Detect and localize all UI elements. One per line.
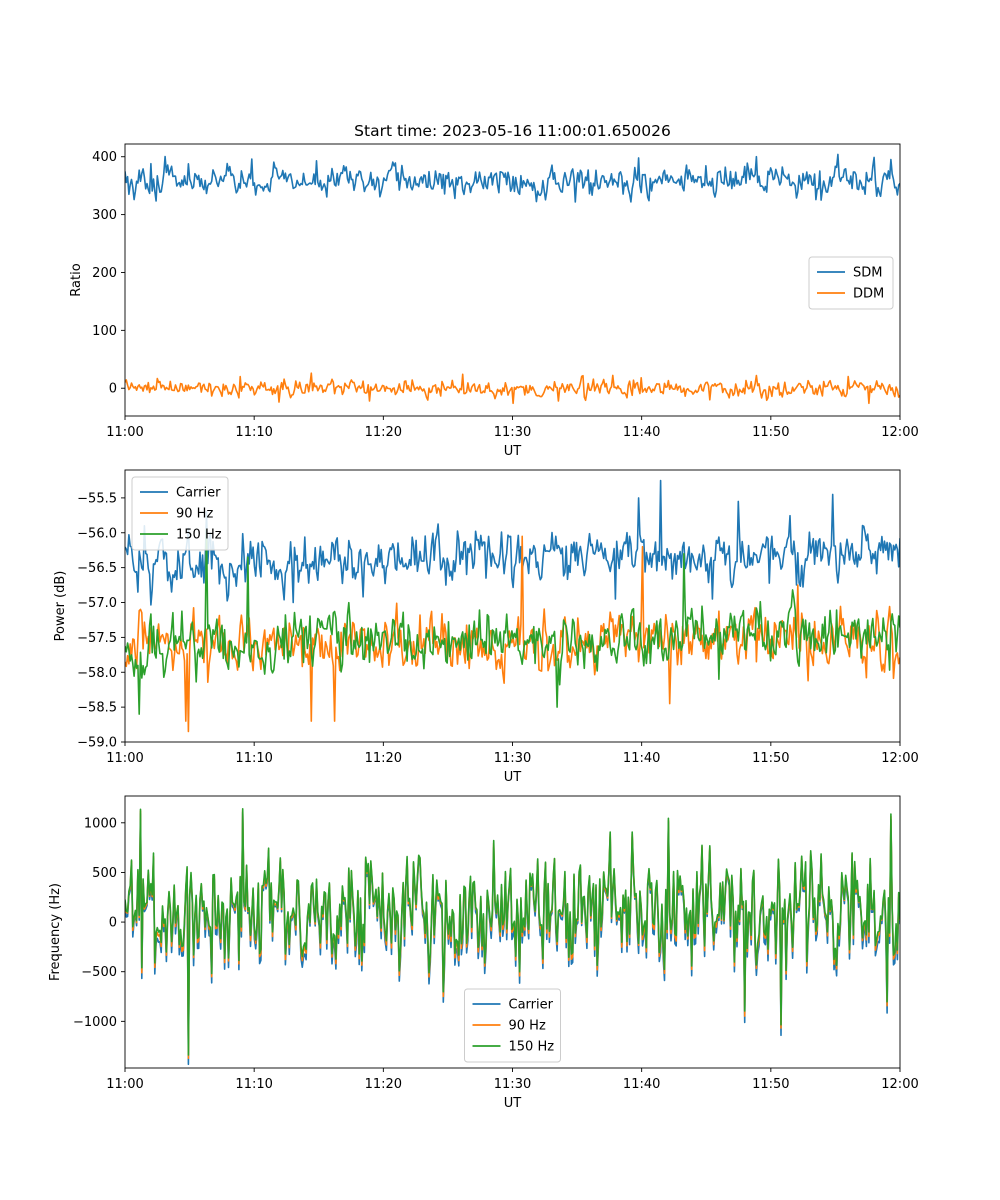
legend-entry: Carrier [509,998,554,1013]
y-tick-label: 0 [109,382,117,397]
x-tick-label: 11:50 [752,751,789,766]
x-tick-label: 11:10 [235,1077,272,1092]
plot-lines [125,479,900,733]
x-tick-label: 11:00 [106,751,143,766]
y-tick-label: −57.0 [77,596,117,611]
x-axis-label: UT [504,444,522,459]
y-tick-label: −56.0 [77,526,117,541]
x-tick-label: 11:40 [623,751,660,766]
y-tick-label: −55.5 [77,491,117,506]
y-tick-label: 500 [92,866,117,881]
x-axis-label: UT [504,1096,522,1111]
legend-entry: 150 Hz [509,1040,555,1055]
y-tick-label: −500 [81,965,117,980]
axes-frame [124,469,901,743]
legend-entry: Carrier [176,486,221,501]
x-tick-label: 11:10 [235,751,272,766]
legend-entry: 150 Hz [176,528,222,543]
x-tick-label: 11:40 [623,425,660,440]
x-tick-label: 11:30 [494,425,531,440]
series-line-ddm [125,372,900,405]
legend-box [131,476,229,551]
legend-entry: DDM [853,287,884,302]
y-tick-label: −58.0 [77,666,117,681]
x-tick-label: 11:20 [365,425,402,440]
legend-box [464,988,561,1063]
legend-box [808,256,894,310]
x-tick-label: 11:30 [494,1077,531,1092]
legend-entry: SDM [853,266,882,281]
series-line-carrier [125,479,900,606]
y-tick-label: 300 [92,208,117,223]
x-tick-label: 11:00 [106,425,143,440]
x-tick-label: 11:50 [752,1077,789,1092]
legend-entry: 90 Hz [509,1019,546,1034]
x-tick-label: 11:20 [365,1077,402,1092]
x-tick-label: 11:10 [235,425,272,440]
y-tick-label: −1000 [73,1015,117,1030]
y-tick-label: 100 [92,324,117,339]
legend-entry: 90 Hz [176,507,213,522]
subplot-2: 11:00 11:10 11:20 11:30 11:40 11:50 12:00 −59.0… [53,469,919,785]
y-tick-label: −59.0 [77,736,117,751]
series-line-sdm [125,153,900,203]
y-axis-label: Ratio [69,263,84,296]
x-axis-label: UT [504,770,522,785]
x-tick-label: 11:50 [752,425,789,440]
y-tick-label: −56.5 [77,561,117,576]
x-tick-label: 11:20 [365,751,402,766]
legend: SDM DDM [808,256,894,310]
x-tick-label: 11:40 [623,1077,660,1092]
y-tick-label: 1000 [84,816,117,831]
y-axis-label: Power (dB) [53,571,68,642]
x-tick-label: 11:30 [494,751,531,766]
x-tick-label: 12:00 [881,751,918,766]
plot-lines [125,807,900,1066]
y-tick-label: −58.5 [77,701,117,716]
chart-title: Start time: 2023-05-16 11:00:01.650026 [354,122,671,140]
y-tick-label: −57.5 [77,631,117,646]
y-tick-label: 200 [92,266,117,281]
subplot-1: 11:00 11:10 11:20 11:30 11:40 11:50 12:00 0 100 2… [69,122,919,459]
y-axis-label: Frequency (Hz) [48,883,63,981]
y-tick-label: 0 [109,916,117,931]
x-tick-label: 11:00 [106,1077,143,1092]
y-tick-label: 400 [92,150,117,165]
subplot-3: 11:00 11:10 11:20 11:30 11:40 11:50 12:00 −1000… [48,795,919,1111]
legend: Carrier 90 Hz 150 Hz [131,476,229,551]
x-tick-label: 12:00 [881,1077,918,1092]
plot-lines [125,153,900,405]
x-tick-label: 12:00 [881,425,918,440]
series-line-150-hz [125,528,900,715]
legend: Carrier 90 Hz 150 Hz [464,988,561,1063]
series-line-150-hz [125,807,900,1056]
